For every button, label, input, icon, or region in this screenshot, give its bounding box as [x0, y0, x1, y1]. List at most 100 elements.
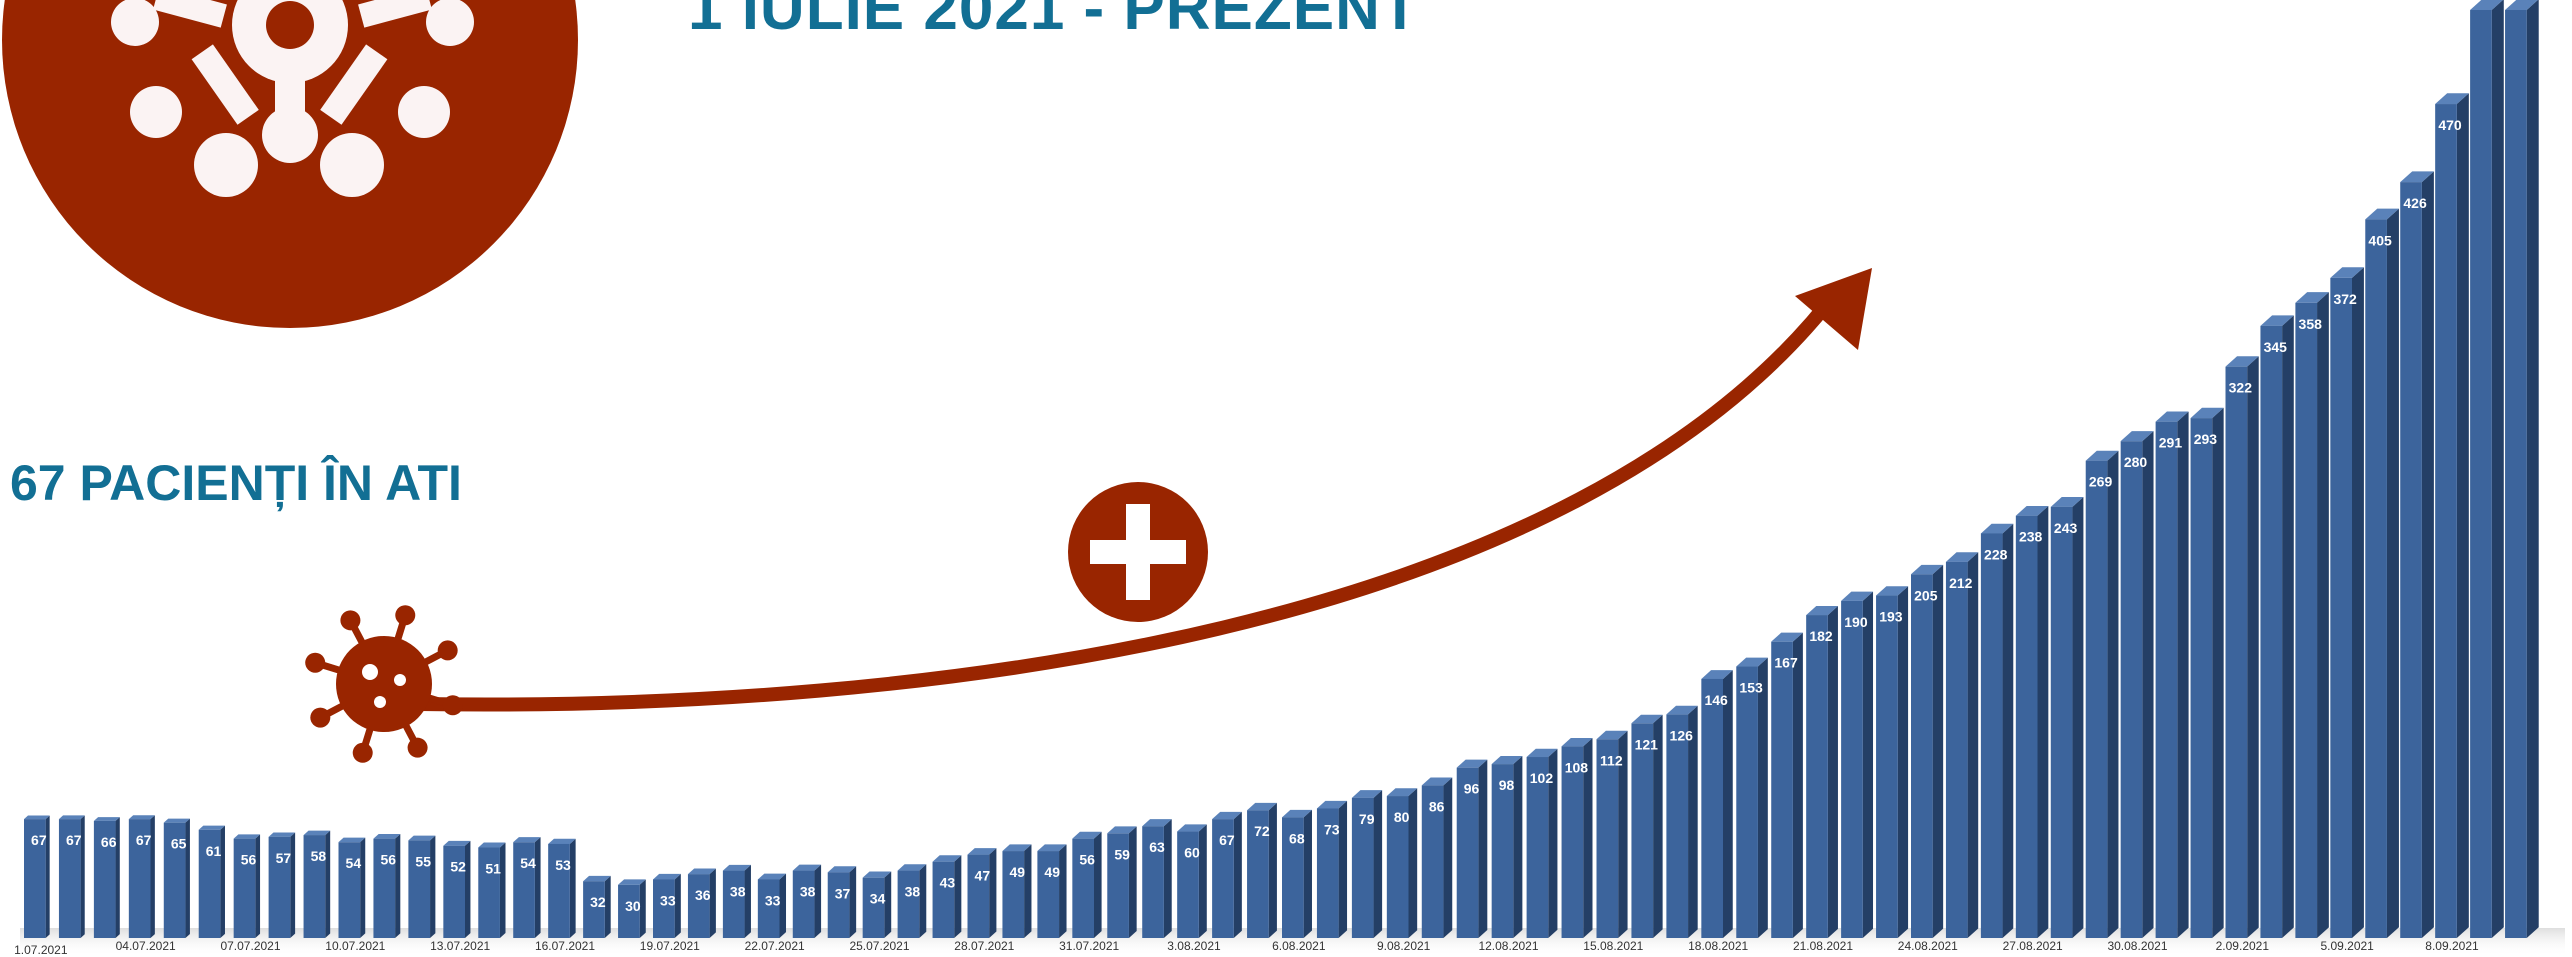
data-label: 98 — [1499, 777, 1515, 793]
bar — [1386, 788, 1418, 938]
tick-label: 9.08.2021 — [1377, 939, 1431, 953]
bar-top — [1282, 809, 1312, 818]
bar-front — [653, 879, 675, 938]
bar — [2050, 496, 2084, 938]
bar — [2470, 0, 2504, 938]
bar-top — [1911, 564, 1944, 575]
data-label: 53 — [555, 857, 571, 873]
bar — [1072, 831, 1102, 938]
bar-side — [1897, 586, 1909, 938]
bar-side — [115, 817, 120, 938]
bar-front — [2435, 104, 2457, 939]
tick-label: 18.08.2021 — [1688, 939, 1748, 953]
bar-side — [1233, 811, 1242, 938]
data-label: 56 — [241, 852, 257, 868]
data-label: 51 — [485, 861, 501, 877]
bar — [2330, 267, 2364, 939]
bar — [2120, 431, 2154, 938]
bar-top — [1631, 714, 1663, 724]
tick-label: 2.09.2021 — [2216, 939, 2270, 953]
bar-front — [2330, 277, 2352, 938]
bar-side — [534, 837, 541, 938]
bar-top — [198, 825, 225, 830]
tick-label: 10.07.2021 — [325, 939, 385, 953]
bar — [2435, 93, 2469, 939]
bar-side — [849, 866, 857, 938]
bar-side — [395, 833, 401, 938]
bar-side — [954, 855, 962, 938]
bar-front — [1701, 678, 1723, 938]
bar — [1841, 591, 1874, 938]
bar-top — [1421, 777, 1453, 786]
tick-label: 19.07.2021 — [640, 939, 700, 953]
virus-icon — [2, 0, 578, 328]
bar-side — [1373, 790, 1383, 938]
bar-side — [1757, 657, 1768, 938]
bar-top — [2155, 411, 2189, 422]
bar-side — [499, 842, 506, 938]
bar-top — [897, 864, 927, 871]
bar-top — [1596, 730, 1628, 740]
bar-front — [2400, 182, 2422, 938]
bar-top — [862, 871, 892, 878]
data-label: 33 — [765, 892, 781, 908]
bar-front — [687, 874, 710, 938]
bar-top — [792, 864, 822, 871]
data-label: 193 — [1879, 609, 1903, 625]
bar — [1142, 819, 1172, 938]
bar-front — [1631, 723, 1654, 938]
bar-front — [897, 870, 920, 938]
data-label: 47 — [975, 868, 991, 884]
bar-front — [2505, 10, 2527, 938]
bar-front — [93, 820, 116, 938]
bar-front — [967, 854, 990, 938]
bar — [1911, 564, 1944, 938]
bar — [548, 838, 576, 938]
bar-side — [1024, 844, 1032, 938]
bar-top — [1456, 759, 1488, 768]
data-label: 405 — [2368, 232, 2392, 248]
data-label: 54 — [346, 855, 362, 871]
arrow-up-right-icon — [413, 268, 1872, 712]
bar-front — [1736, 666, 1758, 938]
bar-top — [1316, 800, 1348, 809]
data-label: 59 — [1114, 846, 1130, 862]
bar-front — [1841, 600, 1863, 938]
bar — [443, 840, 471, 938]
bar-front — [1596, 739, 1619, 938]
bar-front — [757, 879, 780, 938]
bar-side — [1548, 748, 1558, 938]
data-label: 269 — [2089, 474, 2113, 490]
bar — [1771, 632, 1803, 938]
bar-front — [2295, 302, 2318, 938]
bar-front — [513, 842, 535, 938]
bar-side — [1268, 802, 1277, 938]
bar-top — [1666, 705, 1698, 715]
bar-top — [618, 879, 646, 885]
data-label: 68 — [1289, 830, 1305, 846]
bar-side — [325, 830, 331, 938]
bar-front — [618, 884, 640, 938]
bar-side — [2491, 0, 2504, 938]
bar-top — [1701, 670, 1733, 679]
data-label: 243 — [2054, 520, 2078, 536]
data-label: 121 — [1635, 736, 1659, 752]
data-label: 345 — [2264, 339, 2288, 355]
bar-top — [1491, 755, 1523, 765]
bar-front — [373, 838, 396, 938]
bar-top — [2260, 315, 2294, 326]
bar — [2155, 411, 2189, 938]
data-label: 65 — [171, 836, 187, 852]
bar — [827, 866, 857, 938]
bar-front — [2050, 506, 2073, 938]
data-label: 30 — [625, 898, 641, 914]
bar-side — [1618, 730, 1628, 938]
tick-label: 13.07.2021 — [430, 939, 490, 953]
tick-label: 5.09.2021 — [2320, 939, 2374, 953]
bar-front — [1911, 574, 1933, 938]
tick-label: 12.08.2021 — [1478, 939, 1538, 953]
bar-front — [24, 819, 46, 938]
tick-label: 30.08.2021 — [2107, 939, 2167, 953]
bar-front — [478, 847, 500, 938]
bar-top — [1002, 844, 1032, 852]
